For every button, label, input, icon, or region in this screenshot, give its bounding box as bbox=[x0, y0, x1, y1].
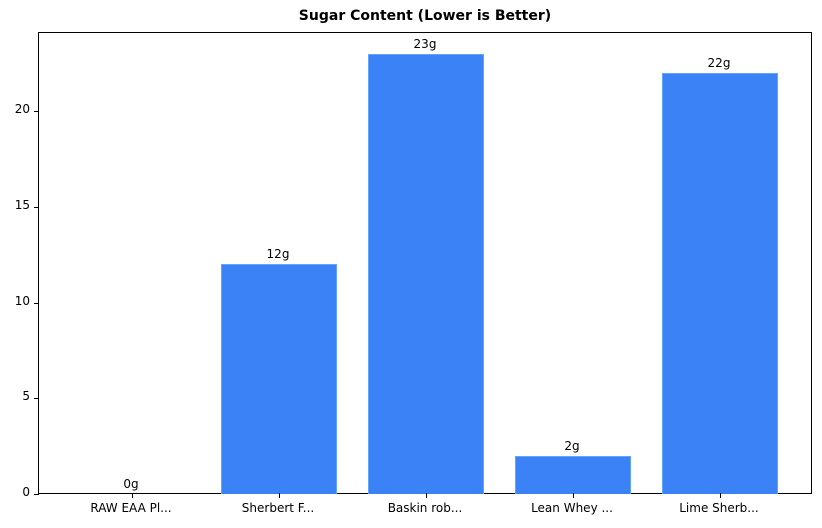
x-tick bbox=[573, 493, 574, 498]
y-tick-label: 10 bbox=[14, 293, 30, 308]
x-tick bbox=[279, 493, 280, 498]
y-tick-label: 20 bbox=[14, 102, 30, 117]
bar-value-label: 2g bbox=[564, 438, 580, 453]
x-tick-label: Lime Sherb... bbox=[679, 501, 759, 515]
bar bbox=[221, 264, 337, 494]
bar-value-label: 12g bbox=[266, 247, 290, 262]
y-tick-label: 5 bbox=[22, 389, 30, 404]
y-tick bbox=[34, 302, 39, 304]
plot-area bbox=[34, 32, 812, 498]
bar bbox=[368, 54, 484, 494]
x-tick-label: Lean Whey ... bbox=[531, 501, 613, 515]
bar-value-label: 23g bbox=[413, 37, 437, 51]
x-tick bbox=[132, 493, 133, 498]
y-tick bbox=[34, 207, 39, 209]
chart-title: Sugar Content (Lower is Better) bbox=[298, 8, 552, 24]
bar bbox=[515, 455, 631, 494]
x-tick-label: Baskin rob... bbox=[387, 501, 463, 515]
bar-value-label: 22g bbox=[707, 56, 731, 71]
x-tick bbox=[426, 493, 427, 498]
bar-value-label: 0g bbox=[123, 477, 139, 491]
y-tick bbox=[34, 494, 39, 495]
x-tick-label: Sherbert F... bbox=[241, 501, 315, 515]
bar bbox=[662, 73, 778, 494]
x-tick-label: RAW EAA Pl... bbox=[90, 501, 172, 515]
x-tick bbox=[720, 493, 721, 498]
y-tick bbox=[34, 398, 39, 400]
y-tick-label: 15 bbox=[14, 198, 30, 213]
y-tick bbox=[34, 111, 39, 113]
y-tick-label: 0 bbox=[22, 485, 30, 499]
